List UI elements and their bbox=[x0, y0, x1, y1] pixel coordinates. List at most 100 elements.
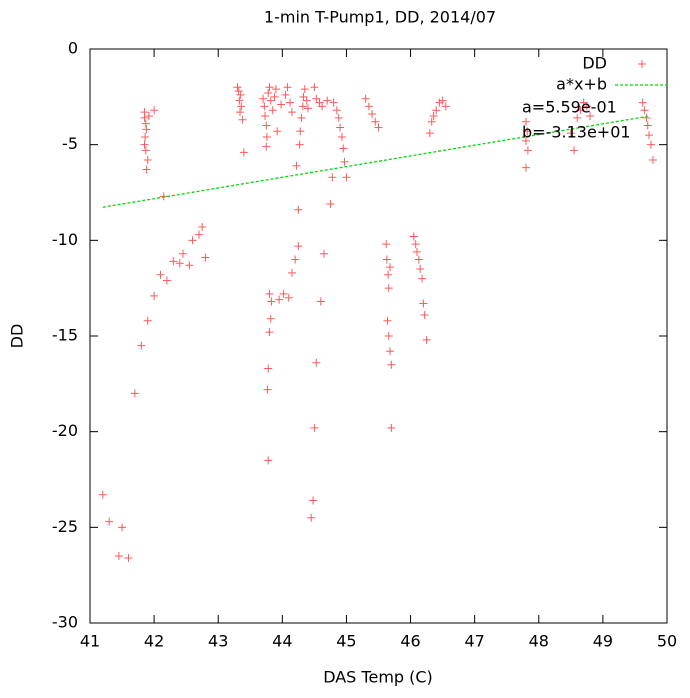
data-point bbox=[114, 552, 123, 561]
data-point bbox=[566, 129, 575, 138]
data-point bbox=[382, 255, 391, 264]
data-point bbox=[264, 456, 273, 465]
data-point bbox=[261, 111, 270, 120]
data-point bbox=[384, 284, 393, 293]
y-tick-label: -15 bbox=[52, 326, 78, 345]
data-point bbox=[262, 133, 271, 142]
data-point bbox=[307, 513, 316, 522]
x-axis-label: DAS Temp (C) bbox=[323, 668, 433, 687]
data-point bbox=[411, 240, 420, 249]
data-point bbox=[283, 83, 292, 92]
data-point bbox=[383, 316, 392, 325]
data-point bbox=[521, 136, 530, 145]
data-point bbox=[124, 553, 133, 562]
data-point bbox=[309, 496, 318, 505]
data-point bbox=[263, 385, 272, 394]
data-point bbox=[265, 289, 274, 298]
data-point bbox=[279, 289, 288, 298]
data-point bbox=[523, 127, 532, 136]
data-point bbox=[435, 98, 444, 107]
data-point bbox=[284, 293, 293, 302]
x-tick-label: 48 bbox=[529, 632, 549, 651]
data-point bbox=[342, 173, 351, 182]
data-point bbox=[162, 276, 171, 285]
data-point bbox=[642, 113, 651, 122]
data-point bbox=[140, 113, 149, 122]
data-point bbox=[234, 87, 243, 96]
data-point bbox=[312, 94, 321, 103]
data-point bbox=[264, 364, 273, 373]
data-point bbox=[141, 119, 150, 128]
data-point bbox=[260, 102, 269, 111]
fit-line bbox=[102, 115, 648, 208]
data-point bbox=[142, 125, 151, 134]
data-point bbox=[271, 85, 280, 94]
data-point bbox=[336, 123, 345, 132]
data-point bbox=[169, 257, 178, 266]
data-point bbox=[303, 104, 312, 113]
data-point bbox=[438, 96, 447, 105]
data-point bbox=[326, 199, 335, 208]
data-point bbox=[137, 341, 146, 350]
x-tick-label: 42 bbox=[144, 632, 164, 651]
data-point bbox=[429, 111, 438, 120]
data-point bbox=[141, 133, 150, 142]
data-point bbox=[262, 121, 271, 130]
annotation: b=-3.13e+01 bbox=[522, 123, 631, 142]
data-point bbox=[645, 131, 654, 140]
legend-label: a*x+b bbox=[556, 75, 607, 94]
data-point bbox=[281, 90, 290, 99]
data-point bbox=[287, 268, 296, 277]
y-tick-label: 0 bbox=[68, 39, 78, 58]
data-point bbox=[310, 423, 319, 432]
data-point bbox=[295, 140, 304, 149]
data-point bbox=[233, 83, 242, 92]
data-point bbox=[294, 242, 303, 251]
data-point bbox=[586, 111, 595, 120]
data-point bbox=[270, 92, 279, 101]
y-tick-label: -10 bbox=[52, 230, 78, 249]
chart-title: 1-min T-Pump1, DD, 2014/07 bbox=[264, 8, 496, 27]
data-point bbox=[259, 94, 268, 103]
data-point bbox=[185, 261, 194, 270]
x-tick-label: 41 bbox=[80, 632, 100, 651]
data-point bbox=[521, 117, 530, 126]
data-point bbox=[427, 117, 436, 126]
data-point bbox=[294, 205, 303, 214]
data-point bbox=[441, 102, 450, 111]
data-point bbox=[239, 148, 248, 157]
data-point bbox=[236, 90, 245, 99]
data-point bbox=[418, 274, 427, 283]
data-point bbox=[264, 89, 273, 98]
data-point bbox=[361, 94, 370, 103]
data-point bbox=[329, 98, 338, 107]
data-point bbox=[267, 297, 276, 306]
data-point bbox=[238, 115, 247, 124]
data-point bbox=[300, 85, 309, 94]
data-point bbox=[382, 240, 391, 249]
data-point bbox=[422, 335, 431, 344]
data-point bbox=[414, 255, 423, 264]
data-point bbox=[175, 259, 184, 268]
y-tick-label: -30 bbox=[52, 613, 78, 632]
data-point bbox=[143, 316, 152, 325]
data-point bbox=[323, 96, 332, 105]
legend-label: DD bbox=[582, 54, 607, 73]
data-point bbox=[198, 222, 207, 231]
data-point bbox=[364, 102, 373, 111]
data-point bbox=[287, 108, 296, 117]
data-point bbox=[275, 295, 284, 304]
data-point bbox=[386, 347, 395, 356]
data-point bbox=[582, 102, 591, 111]
data-point bbox=[386, 263, 395, 272]
data-point bbox=[150, 291, 159, 300]
data-point bbox=[273, 127, 282, 136]
data-point bbox=[371, 117, 380, 126]
data-point bbox=[425, 129, 434, 138]
data-point bbox=[640, 106, 649, 115]
data-point bbox=[320, 249, 329, 258]
data-point bbox=[159, 192, 168, 201]
y-axis-label: DD bbox=[8, 324, 27, 349]
x-tick-label: 45 bbox=[336, 632, 356, 651]
